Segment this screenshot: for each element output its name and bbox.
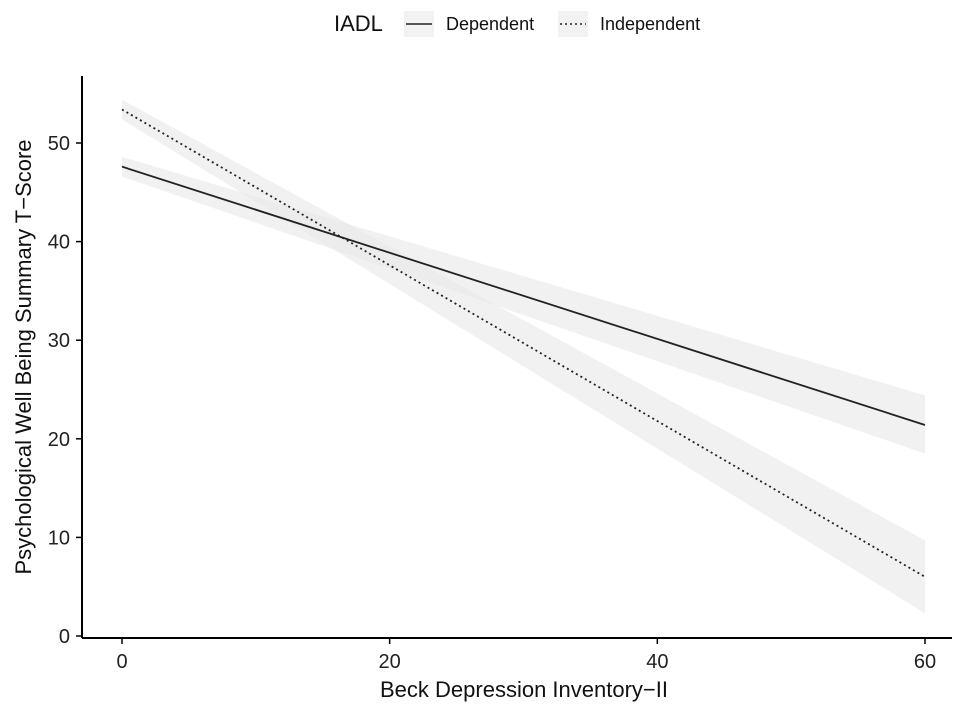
y-tick-label: 20 xyxy=(48,429,70,451)
y-tick-label: 10 xyxy=(48,527,70,549)
y-tick-label: 40 xyxy=(48,232,70,254)
x-axis-title: Beck Depression Inventory−II xyxy=(380,677,668,702)
legend-item-independent: Independent xyxy=(558,11,700,37)
y-tick-label: 50 xyxy=(48,133,70,155)
x-tick-label: 20 xyxy=(379,651,401,673)
y-tick-label: 30 xyxy=(48,330,70,352)
series-line-independent xyxy=(121,108,926,578)
x-tick-label: 60 xyxy=(914,651,936,673)
y-tick-label: 0 xyxy=(59,626,70,648)
series-lines xyxy=(121,108,926,578)
x-ticks: 0 20 40 60 xyxy=(116,638,936,673)
legend-title: IADL xyxy=(334,11,383,36)
legend-item-dependent: Dependent xyxy=(404,11,534,37)
series-line-dependent xyxy=(121,165,926,426)
x-tick-label: 40 xyxy=(646,651,668,673)
ci-ribbon-independent xyxy=(122,99,925,614)
x-tick-label: 0 xyxy=(116,651,127,673)
axes xyxy=(81,76,952,639)
legend-key-independent xyxy=(558,11,588,37)
y-ticks: 0 10 20 30 40 50 xyxy=(48,133,82,648)
legend: IADL Dependent Independent xyxy=(334,11,700,37)
legend-label-dependent: Dependent xyxy=(446,14,534,34)
legend-label-independent: Independent xyxy=(600,14,700,34)
y-axis-title: Psychological Well Being Summary T−Score xyxy=(11,139,36,574)
ci-ribbon-dependent xyxy=(122,156,925,454)
confidence-ribbons xyxy=(122,99,925,614)
